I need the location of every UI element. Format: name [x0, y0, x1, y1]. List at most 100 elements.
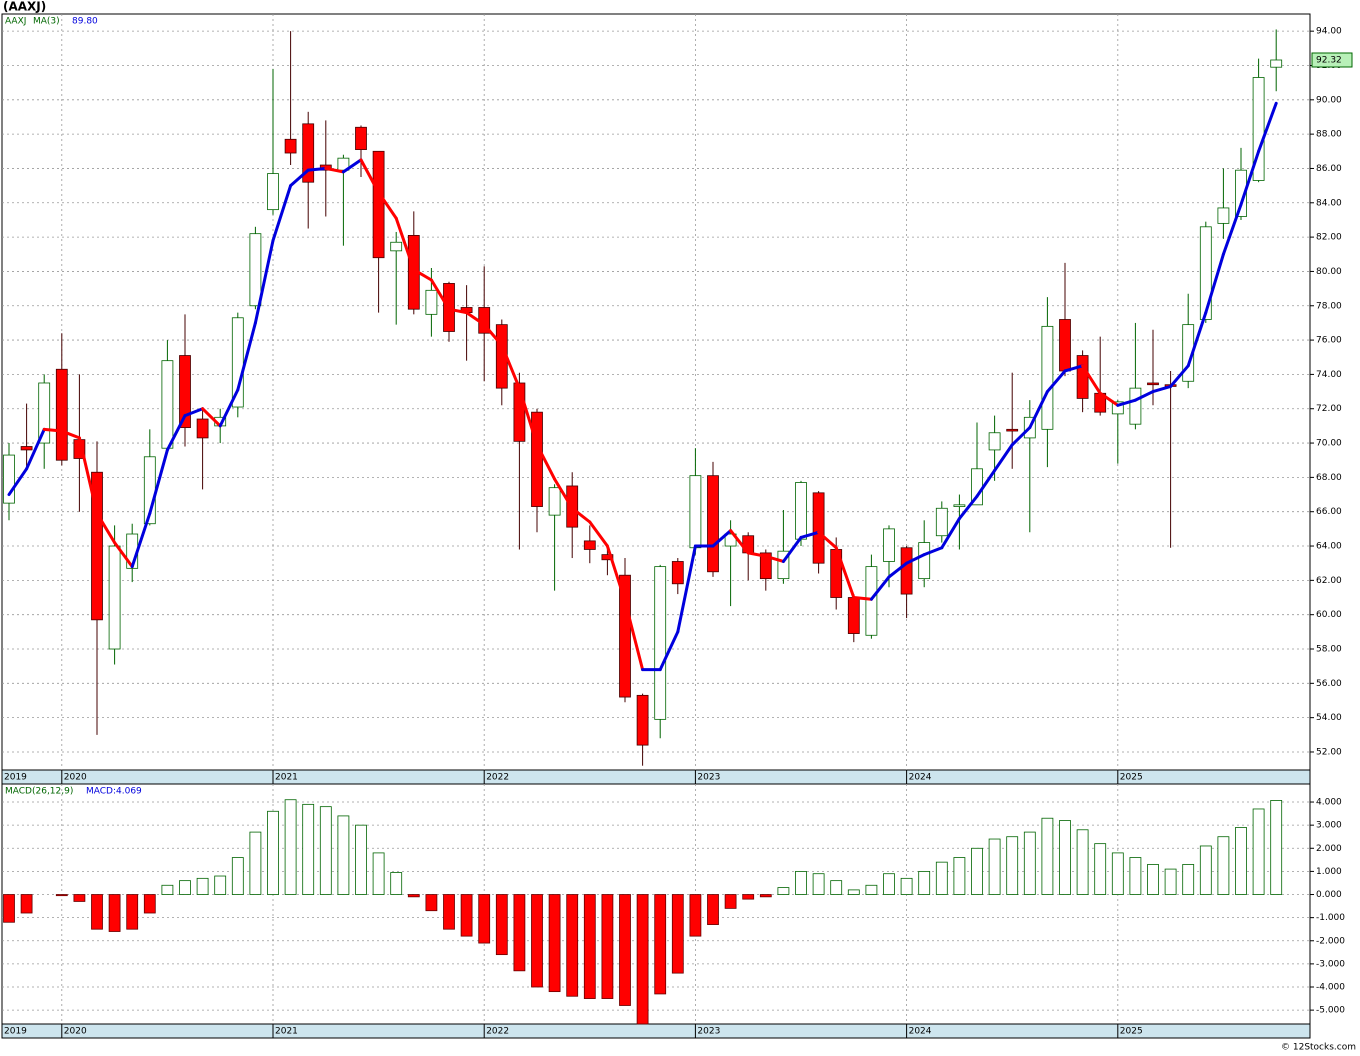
macd-bar [407, 894, 420, 898]
macd-bar [1235, 827, 1247, 895]
ma-segment [218, 388, 240, 428]
macd-bar [619, 894, 631, 1006]
candle-body [196, 418, 209, 439]
candle-body [91, 471, 103, 621]
macd-bar [689, 894, 702, 937]
macd-bar [126, 894, 139, 930]
ma-segment [517, 386, 539, 447]
ma-segment [447, 307, 469, 315]
y-tick-label: 90.00 [1316, 95, 1342, 105]
ma-segment [905, 553, 926, 565]
macd-bar [355, 824, 367, 895]
ma-segment [975, 469, 997, 498]
ma-segment [887, 561, 909, 579]
ma-segment [869, 575, 891, 601]
ma-segment [1116, 398, 1137, 407]
ma-segment [148, 448, 169, 515]
macd-bar [390, 872, 403, 895]
macd-bar [724, 894, 737, 909]
candle-body [847, 597, 860, 634]
ma-segment [834, 546, 856, 600]
candle-body [1111, 401, 1124, 415]
macd-bar [91, 894, 103, 930]
ma-segment [799, 530, 821, 539]
candle-body [425, 289, 438, 315]
candle-body [759, 552, 772, 580]
ma-segment [957, 494, 979, 521]
macd-bar [1111, 852, 1124, 895]
ma-segment [764, 554, 785, 563]
ma-segment [25, 427, 46, 471]
ma-segment [1098, 391, 1120, 407]
ma-segment [113, 541, 134, 569]
y-tick-label: -2.000 [1316, 936, 1345, 946]
macd-bar [935, 861, 948, 895]
ma-segment [429, 278, 451, 311]
date-band [1, 769, 1311, 785]
macd-bar [513, 894, 526, 972]
ma-segment [1239, 149, 1261, 207]
ma-segment [570, 506, 592, 524]
ma-segment [852, 596, 873, 601]
macd-bar [1076, 829, 1089, 895]
macd-bar [267, 810, 279, 895]
candle-body [302, 123, 315, 183]
y-tick-label: 62.00 [1316, 576, 1342, 586]
x-tick-label: 2024 [909, 773, 932, 783]
candle-body [654, 566, 667, 720]
ma-segment [377, 190, 398, 220]
macd-bar [249, 831, 262, 895]
candle-body [390, 241, 403, 252]
ma-segment [1063, 364, 1085, 373]
ma-segment [253, 239, 275, 325]
macd-bar [654, 894, 667, 995]
y-tick-label: 78.00 [1316, 301, 1342, 311]
macd-bar [900, 877, 913, 895]
footer: © 12Stocks.com [1281, 1043, 1356, 1053]
ma-segment [130, 511, 152, 569]
y-tick-label: 0.000 [1316, 890, 1342, 900]
ma-segment [922, 546, 944, 557]
ma-segment [940, 517, 961, 550]
ma-segment [817, 530, 838, 550]
macd-bar [179, 880, 191, 895]
candle-body [689, 475, 702, 549]
candle-body [1270, 59, 1283, 68]
candle-body [1235, 169, 1247, 217]
x-tick-label: 2020 [64, 773, 87, 783]
macd-bar [566, 894, 579, 997]
ma-segment [183, 407, 205, 418]
macd-bar [337, 815, 350, 895]
ma-segment [1028, 390, 1049, 430]
candle-body [179, 355, 191, 429]
x-tick-label: 2022 [486, 773, 509, 783]
candle-body [1076, 355, 1089, 399]
macd-bar [988, 838, 1001, 895]
candle-body [988, 432, 1001, 451]
y-tick-label: 72.00 [1316, 404, 1342, 414]
macd-bar [443, 894, 455, 930]
macd-bar [1252, 808, 1265, 895]
ma-segment [535, 443, 557, 481]
ma-segment [711, 529, 733, 548]
ma-segment [1186, 311, 1208, 368]
ma-segment [1221, 203, 1243, 256]
ma-segment [201, 407, 222, 428]
macd-bar [3, 894, 15, 923]
y-tick-label: 60.00 [1316, 610, 1342, 620]
ma-segment [500, 343, 521, 390]
candle-body [3, 454, 15, 504]
macd-bar [460, 894, 473, 937]
ma-segment [289, 168, 310, 188]
ma-segment [746, 551, 768, 558]
macd-bar [601, 894, 614, 999]
y-tick-label: 82.00 [1316, 233, 1342, 243]
ma-segment [7, 467, 29, 497]
ma-segment [993, 443, 1014, 473]
macd-bar [865, 884, 878, 895]
macd-bar [795, 870, 807, 895]
y-tick-label: -4.000 [1316, 983, 1345, 993]
x-tick-label: 2021 [275, 1027, 298, 1037]
candle-body [1129, 387, 1142, 425]
